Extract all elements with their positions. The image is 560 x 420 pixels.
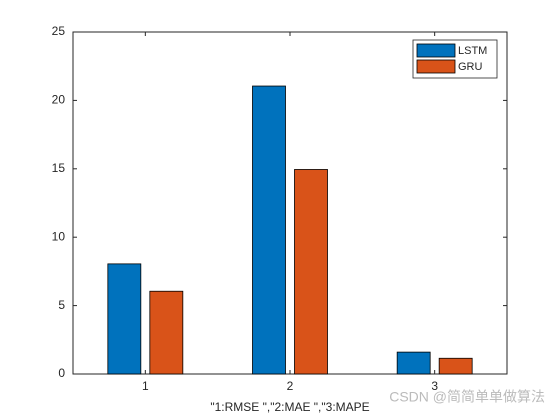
- y-tick-label: 25: [52, 24, 66, 38]
- plot-area: [72, 31, 508, 375]
- x-axis-label: "1:RMSE ","2:MAE ","3:MAPE: [210, 400, 369, 414]
- bar: [294, 169, 328, 375]
- bar: [107, 263, 142, 375]
- x-tick-label: 1: [142, 379, 149, 393]
- bar: [438, 357, 473, 375]
- legend-swatch: [416, 43, 456, 58]
- bar: [149, 290, 184, 375]
- legend-swatch: [416, 59, 456, 74]
- bar: [252, 85, 286, 375]
- bar: [396, 351, 431, 375]
- y-tick-label: 15: [52, 161, 66, 175]
- x-tick-label: 2: [287, 379, 294, 393]
- legend-label: LSTM: [458, 45, 487, 57]
- y-tick-label: 20: [52, 93, 66, 107]
- y-tick-label: 0: [58, 366, 65, 380]
- x-tick-label: 3: [431, 379, 438, 393]
- y-tick-label: 10: [52, 229, 66, 243]
- y-tick-label: 5: [58, 298, 65, 312]
- legend-label: GRU: [458, 61, 483, 73]
- watermark: CSDN @简简单单做算法: [389, 389, 545, 405]
